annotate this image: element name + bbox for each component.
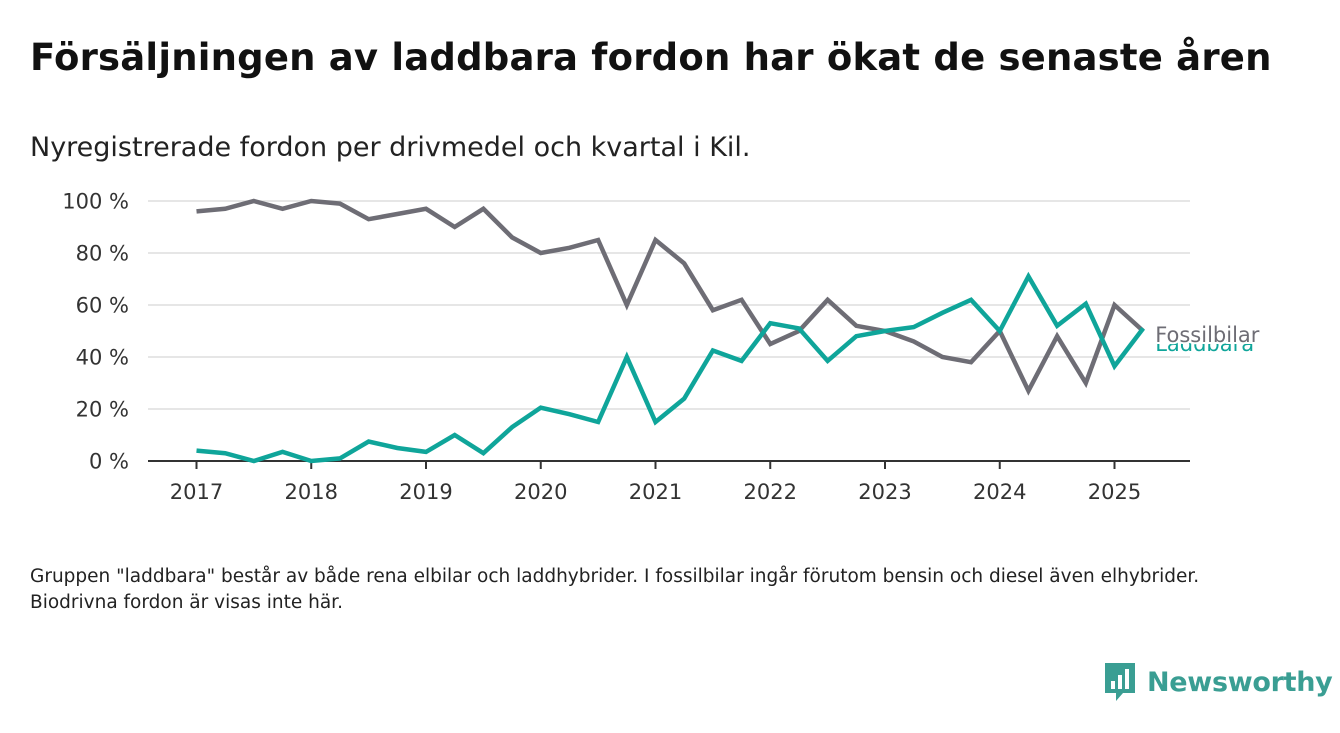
x-tick-label: 2025 <box>1088 480 1141 504</box>
line-chart: 0 % 20 % 40 % 60 % 80 % 100 % 2017 2018 2019 2020… <box>62 190 1262 505</box>
x-tick-label: 2022 <box>744 480 797 504</box>
y-tick-label: 100 % <box>62 190 129 214</box>
x-tick-label: 2021 <box>629 480 682 504</box>
x-tick-label: 2018 <box>285 480 338 504</box>
series-label-fossilbilar: Fossilbilar <box>1155 323 1260 347</box>
newsworthy-chart-icon <box>1105 663 1135 701</box>
y-tick-label: 60 % <box>76 294 129 318</box>
x-tick-label: 2023 <box>858 480 911 504</box>
series-label-laddbara: Laddbara <box>1155 332 1254 356</box>
x-tick-label: 2017 <box>170 480 223 504</box>
footnote: Gruppen "laddbara" består av både rena e… <box>30 566 1200 613</box>
logo-text: Newsworthy <box>1147 666 1333 698</box>
y-tick-label: 0 % <box>89 450 129 474</box>
x-tick-label: 2019 <box>399 480 452 504</box>
chart-title: Försäljningen av laddbara fordon har öka… <box>30 36 1272 79</box>
y-tick-label: 20 % <box>76 398 129 422</box>
y-tick-label: 40 % <box>76 346 129 370</box>
series-line-fossilbilar <box>196 198 1145 396</box>
series-line-laddbara <box>196 271 1145 464</box>
chart-subtitle: Nyregistrerade fordon per drivmedel och … <box>30 132 751 163</box>
newsworthy-logo: Newsworthy <box>1103 660 1333 704</box>
x-tick-label: 2024 <box>973 480 1026 504</box>
y-tick-label: 80 % <box>76 242 129 266</box>
x-tick-label: 2020 <box>514 480 567 504</box>
